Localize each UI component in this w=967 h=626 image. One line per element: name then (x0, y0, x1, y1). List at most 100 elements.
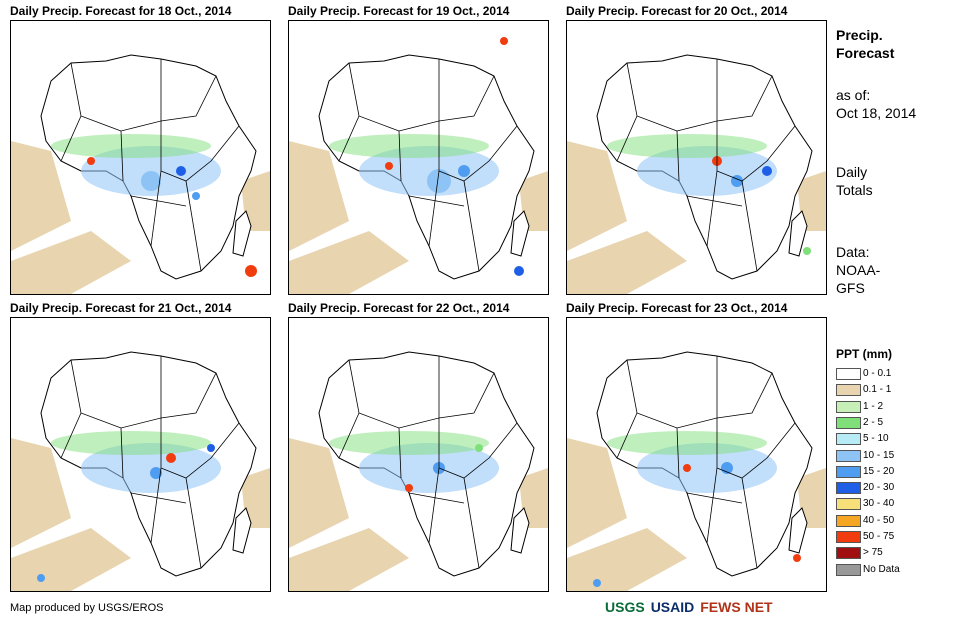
heading: Precip. Forecast (836, 26, 894, 62)
madagascar-outline (232, 210, 252, 257)
country-border (676, 427, 680, 479)
country-border (60, 115, 82, 162)
rain-cell (427, 169, 451, 193)
credit-text: Map produced by USGS/EROS (10, 602, 164, 614)
country-border (716, 75, 773, 122)
country-border (438, 372, 495, 419)
legend-swatch (836, 416, 861, 429)
totals-line: Daily (836, 164, 868, 180)
legend-swatch (836, 547, 861, 560)
rain-cell (683, 464, 691, 472)
light-rain-area (11, 141, 71, 251)
country-border (438, 75, 495, 122)
rain-cell (166, 453, 176, 463)
light-rain-area (11, 231, 131, 294)
rain-belt (329, 134, 489, 158)
legend-item: 40 - 50 (836, 514, 946, 530)
precip-map (566, 317, 827, 592)
panel-1: Daily Precip. Forecast for 18 Oct., 2014 (10, 5, 271, 295)
light-rain-area (567, 141, 627, 251)
madagascar-outline (788, 210, 808, 257)
country-border (408, 492, 465, 504)
rain-cell (405, 484, 413, 492)
data-source: Data: NOAA- GFS (836, 243, 880, 297)
country-border (463, 180, 480, 272)
legend-swatch (836, 531, 861, 543)
rain-belt (607, 134, 767, 158)
legend-item: 0.1 - 1 (836, 383, 946, 399)
country-border (716, 372, 773, 419)
rain-cell (207, 444, 215, 452)
rain-belt (359, 146, 499, 196)
light-rain-area (797, 468, 826, 528)
legend-item: 0 - 0.1 (836, 367, 946, 383)
light-rain-area (797, 171, 826, 231)
country-border (185, 180, 202, 272)
legend-label: 10 - 15 (863, 449, 895, 461)
light-rain-area (289, 438, 349, 548)
rain-cell (514, 266, 524, 276)
country-border (686, 195, 743, 207)
rain-belt (51, 431, 211, 455)
light-rain-area (567, 528, 687, 591)
madagascar-outline (510, 210, 530, 257)
panel-6: Daily Precip. Forecast for 23 Oct., 2014 (566, 302, 827, 592)
as-of-date: Oct 18, 2014 (836, 105, 917, 121)
country-border (160, 372, 217, 419)
rain-belt (359, 443, 499, 493)
country-border (676, 130, 680, 182)
precip-map (288, 20, 549, 295)
rain-cell (593, 579, 601, 587)
rain-cell (385, 162, 393, 170)
precip-map (10, 20, 271, 295)
usgs-logo: USGS (605, 599, 645, 615)
data-source-line: NOAA- (836, 262, 881, 278)
light-rain-area (289, 231, 409, 294)
as-of: as of: Oct 18, 2014 (836, 86, 916, 122)
data-source-line: Data: (836, 244, 870, 260)
legend-item: 5 - 10 (836, 432, 946, 448)
rain-cell (141, 171, 161, 191)
legend-label: > 75 (863, 547, 883, 559)
country-border (463, 477, 480, 569)
rain-cell (87, 157, 95, 165)
rain-cell (475, 444, 483, 452)
heading-line: Forecast (836, 45, 895, 61)
country-border (428, 467, 440, 544)
panel-title: Daily Precip. Forecast for 20 Oct., 2014 (566, 4, 788, 18)
rain-belt (637, 443, 777, 493)
legend-label: 50 - 75 (863, 531, 895, 542)
legend-label: 20 - 30 (863, 482, 895, 494)
country-border (338, 115, 360, 162)
light-rain-area (241, 468, 270, 528)
legend-label: 0.1 - 1 (863, 384, 892, 396)
country-border (185, 477, 202, 569)
country-border (398, 427, 402, 479)
country-border (741, 477, 758, 569)
rain-cell (762, 166, 772, 176)
rain-cell (37, 574, 45, 582)
legend-label: 5 - 10 (863, 433, 889, 445)
rain-cell (793, 554, 801, 562)
fewsnet-logo: FEWS NET (700, 599, 773, 615)
legend-swatch (836, 368, 861, 380)
legend-label: 15 - 20 (863, 465, 895, 477)
country-border (150, 170, 162, 247)
legend-swatch (836, 514, 861, 527)
legend-label: No Data (863, 563, 900, 575)
legend-swatch (836, 563, 861, 576)
light-rain-area (289, 528, 409, 591)
legend-swatch (836, 498, 861, 511)
panel-title: Daily Precip. Forecast for 23 Oct., 2014 (566, 301, 788, 315)
rain-belt (607, 431, 767, 455)
light-rain-area (241, 171, 270, 231)
panel-5: Daily Precip. Forecast for 22 Oct., 2014 (288, 302, 549, 592)
madagascar-outline (788, 507, 808, 554)
light-rain-area (11, 438, 71, 548)
country-border (398, 130, 402, 182)
rain-belt (51, 134, 211, 158)
country-border (338, 412, 360, 459)
country-border (130, 195, 187, 207)
legend-item: 15 - 20 (836, 465, 946, 481)
light-rain-area (289, 141, 349, 251)
